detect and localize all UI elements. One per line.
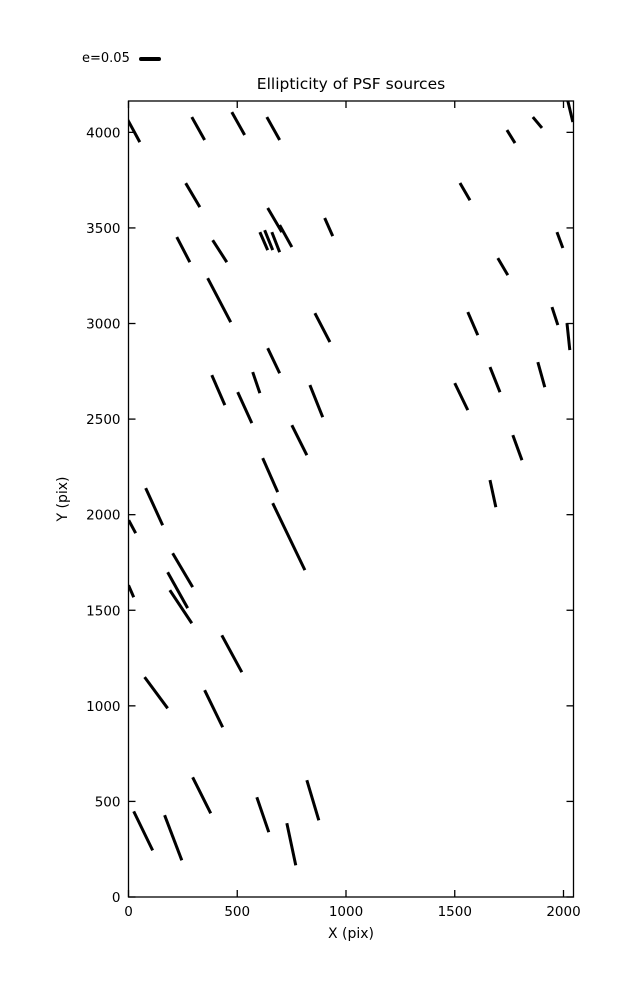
x-tick-label: 1000 <box>329 904 363 920</box>
ellipticity-segment <box>184 182 202 208</box>
ellipticity-segment <box>305 779 321 821</box>
ellipticity-segment <box>505 129 517 144</box>
ellipticity-segment <box>263 229 275 251</box>
ellipticity-segment <box>265 116 281 141</box>
ellipticity-segment <box>166 571 189 609</box>
ellipticity-segment <box>271 502 307 571</box>
ellipticity-segment <box>536 361 547 388</box>
ellipticity-segment <box>206 277 233 323</box>
ellipticity-segment <box>458 182 472 201</box>
x-tick-label: 0 <box>124 904 133 920</box>
legend-label: e=0.05 <box>82 51 130 66</box>
ellipticity-segment <box>203 689 225 728</box>
axes-frame <box>127 100 575 898</box>
x-axis-label: X (pix) <box>327 926 375 942</box>
x-tick-label: 2000 <box>546 904 580 920</box>
ellipticity-segment <box>313 312 332 343</box>
ellipticity-segments <box>128 101 574 866</box>
ellipticity-segment <box>488 479 498 508</box>
ellipticity-segment <box>266 207 284 233</box>
ellipticity-segment <box>211 239 229 263</box>
ellipticity-segment <box>285 822 298 866</box>
ellipticity-segment <box>550 306 560 326</box>
ellipticity-segment <box>266 347 282 374</box>
chart-title: Ellipticity of PSF sources <box>256 75 446 93</box>
ellipticity-segment <box>132 810 154 852</box>
ellipticity-segment <box>163 814 184 861</box>
ellipticity-segment <box>128 584 136 598</box>
ellipticity-segment <box>565 322 572 351</box>
ellipticity-segment <box>236 391 254 424</box>
y-tick-label: 3500 <box>86 221 120 237</box>
y-tick-label: 1500 <box>86 603 120 619</box>
ellipticity-segment <box>453 382 470 411</box>
ellipticity-segment <box>258 231 270 251</box>
ellipticity-segment <box>191 776 213 814</box>
ellipticity-segment <box>220 634 244 673</box>
ellipticity-segment <box>210 374 227 406</box>
x-tick-label: 500 <box>224 904 250 920</box>
ellipticity-segment <box>308 384 325 418</box>
legend: e=0.05 <box>82 50 161 68</box>
ellipticity-segment <box>128 519 137 534</box>
ellipticity-segment <box>128 118 142 143</box>
y-tick-label: 4000 <box>86 125 120 141</box>
ellipticity-segment <box>261 457 280 493</box>
ellipticity-segment <box>488 366 502 393</box>
y-axis-label: Y (pix) <box>55 476 71 522</box>
ellipticity-segment <box>143 676 169 710</box>
y-tick-label: 1000 <box>86 699 120 715</box>
ellipticity-segment <box>278 224 294 248</box>
ellipticity-segment <box>566 101 574 123</box>
y-tick-label: 3000 <box>86 317 120 333</box>
ellipticity-segment <box>255 796 271 833</box>
ellipticity-segment <box>270 231 282 253</box>
ellipticity-segment <box>168 589 194 625</box>
y-tick-label: 2000 <box>86 508 120 524</box>
ellipticity-segment <box>144 487 165 526</box>
ellipticity-segment <box>555 231 565 249</box>
ellipticity-segment <box>496 257 510 276</box>
x-tick-label: 1500 <box>438 904 472 920</box>
y-tick-label: 0 <box>112 890 121 906</box>
ellipticity-segment <box>171 552 194 588</box>
ellipticity-segment <box>175 236 192 263</box>
ellipticity-segment <box>531 116 544 129</box>
ellipticity-segment <box>230 111 246 136</box>
ellipticity-segment <box>323 217 335 237</box>
y-tick-label: 500 <box>95 794 121 810</box>
ellipticity-segment <box>511 434 524 461</box>
y-tick-label: 2500 <box>86 412 120 428</box>
ellipticity-segment <box>190 116 206 141</box>
ellipticity-segment <box>251 371 262 394</box>
ellipticity-segment <box>290 424 309 456</box>
ellipticity-segment <box>466 311 480 336</box>
legend-line-sample-icon <box>138 57 161 61</box>
